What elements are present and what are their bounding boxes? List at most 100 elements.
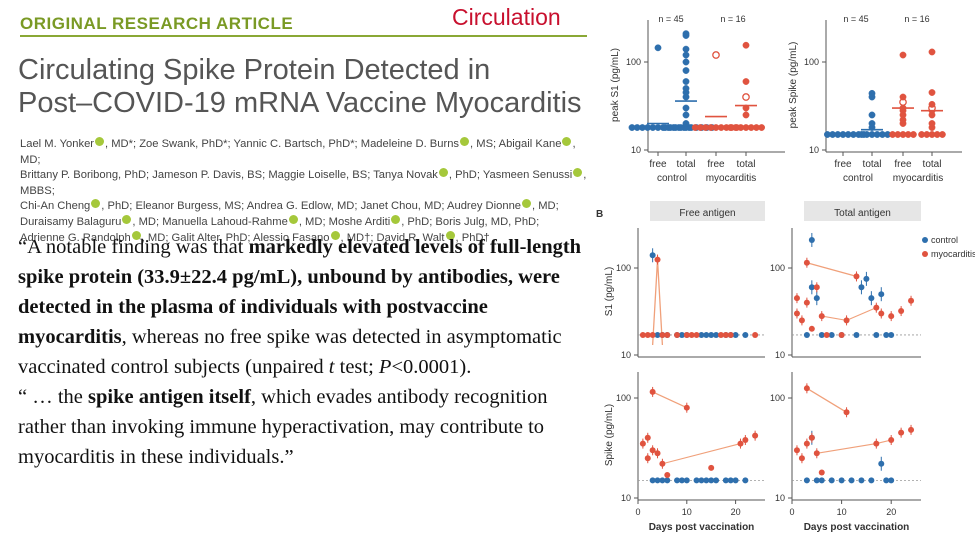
data-point-myocarditis (683, 331, 690, 338)
trajectory-line (806, 387, 847, 413)
data-point-control (703, 331, 710, 338)
data-point-control (682, 45, 690, 53)
data-point-myocarditis (928, 48, 936, 56)
orcid-icon[interactable] (445, 230, 455, 240)
data-point-control (713, 477, 720, 484)
y-tick-label: 10 (809, 145, 819, 155)
data-point-myocarditis (798, 317, 805, 324)
quote-p1-bold: markedly elevated levels of full-length … (18, 236, 582, 348)
data-point-control (654, 331, 661, 338)
orcid-icon[interactable] (91, 199, 101, 209)
data-point-myocarditis (888, 313, 895, 320)
quote-p1-open: “A notable finding was that (18, 236, 249, 258)
data-point-myocarditis (649, 447, 656, 454)
author-text: , MD; Galit Alter, PhD; Alessio Fasano (141, 231, 330, 244)
data-point-control (682, 85, 690, 92)
x-tick-label: free (894, 159, 912, 170)
orcid-icon[interactable] (131, 230, 141, 240)
data-point-myocarditis (688, 331, 695, 338)
y-tick-label: 100 (770, 393, 785, 403)
trajectory-line (662, 443, 741, 465)
data-point-myocarditis (928, 120, 936, 127)
data-point-myocarditis (803, 259, 810, 266)
data-point-control (813, 295, 820, 302)
orcid-icon[interactable] (438, 168, 448, 178)
data-point-myocarditis (654, 256, 661, 263)
data-point-myocarditis (793, 310, 800, 317)
data-point-myocarditis (843, 409, 850, 416)
author-text: Adrienne G. Randolph (20, 231, 131, 244)
data-point-control (708, 331, 715, 338)
data-point-control (883, 331, 890, 338)
orcid-icon[interactable] (391, 214, 401, 224)
x-tick-label: 20 (886, 507, 896, 517)
orcid-icon[interactable] (288, 214, 298, 224)
data-point-control (682, 111, 690, 119)
y-tick-label: 10 (631, 145, 641, 155)
legend-label-control: control (931, 235, 958, 245)
y-tick-label: 100 (770, 263, 785, 273)
data-point-myocarditis (644, 434, 651, 441)
quote-p1-mid: test; (334, 356, 379, 378)
data-point-control (888, 331, 895, 338)
data-point-myocarditis (793, 295, 800, 302)
x-tick-label: free (707, 159, 725, 170)
y-axis-label: peak Spike (pg/mL) (788, 42, 799, 129)
data-point-control (878, 460, 885, 467)
author-text: , PhD; Yasmeen Senussi (448, 169, 573, 182)
data-point-control (649, 252, 656, 259)
orcid-icon[interactable] (562, 137, 572, 146)
y-axis-label: peak S1 (pg/mL) (610, 48, 621, 122)
data-point-control (703, 477, 710, 484)
data-point-myocarditis (928, 89, 936, 96)
data-point-control (678, 331, 685, 338)
data-point-control (828, 477, 835, 484)
x-tick-label: 10 (682, 507, 692, 517)
author-line: Adrienne G. Randolph , MD; Galit Alter, P… (20, 230, 590, 247)
data-point-control (664, 477, 671, 484)
orcid-icon[interactable] (460, 137, 470, 146)
x-tick-label: 0 (635, 507, 640, 517)
quote-p1-t: t (328, 356, 335, 378)
data-point-myocarditis (659, 331, 666, 338)
data-point-control (873, 331, 880, 338)
data-point-myocarditis (918, 131, 925, 138)
data-point-control (803, 331, 810, 338)
data-point-control (888, 477, 895, 484)
orcid-icon[interactable] (573, 168, 583, 178)
data-point-control (682, 51, 690, 59)
data-point-myocarditis (742, 93, 750, 101)
data-point-myocarditis (843, 317, 850, 324)
n-label-control: n = 45 (843, 14, 868, 24)
data-point-myocarditis (644, 331, 651, 338)
data-point-myocarditis (742, 437, 749, 444)
data-point-myocarditis (742, 41, 750, 49)
data-point-myocarditis (708, 464, 715, 471)
column-title: Free antigen (679, 208, 735, 219)
author-text: , MD; (20, 138, 576, 166)
data-point-myocarditis (803, 299, 810, 306)
y-tick-label: 100 (804, 57, 819, 67)
data-point-control (742, 331, 749, 338)
data-point-control (654, 44, 662, 52)
author-text: Duraisamy Balaguru (20, 215, 122, 228)
data-point-myocarditis (899, 93, 907, 101)
orcid-icon[interactable] (330, 230, 340, 240)
data-point-myocarditis (878, 310, 885, 317)
journal-name: Circulation (444, 4, 569, 31)
data-point-myocarditis (813, 450, 820, 457)
data-point-control (742, 477, 749, 484)
author-text: Lael M. Yonker (20, 138, 95, 150)
orcid-icon[interactable] (95, 137, 105, 146)
orcid-icon[interactable] (122, 214, 132, 224)
orcid-icon[interactable] (522, 199, 532, 209)
data-point-control (868, 477, 875, 484)
data-point-control (808, 284, 815, 291)
x-axis-label: Days post vaccination (804, 522, 910, 533)
article-type-label: ORIGINAL RESEARCH ARTICLE (20, 14, 294, 33)
data-point-myocarditis (899, 51, 907, 59)
author-text: , MD*; Zoe Swank, PhD*; Yannic C. Bartsc… (105, 138, 460, 150)
data-point-myocarditis (674, 331, 681, 338)
panel-letter-b: B (596, 209, 603, 220)
